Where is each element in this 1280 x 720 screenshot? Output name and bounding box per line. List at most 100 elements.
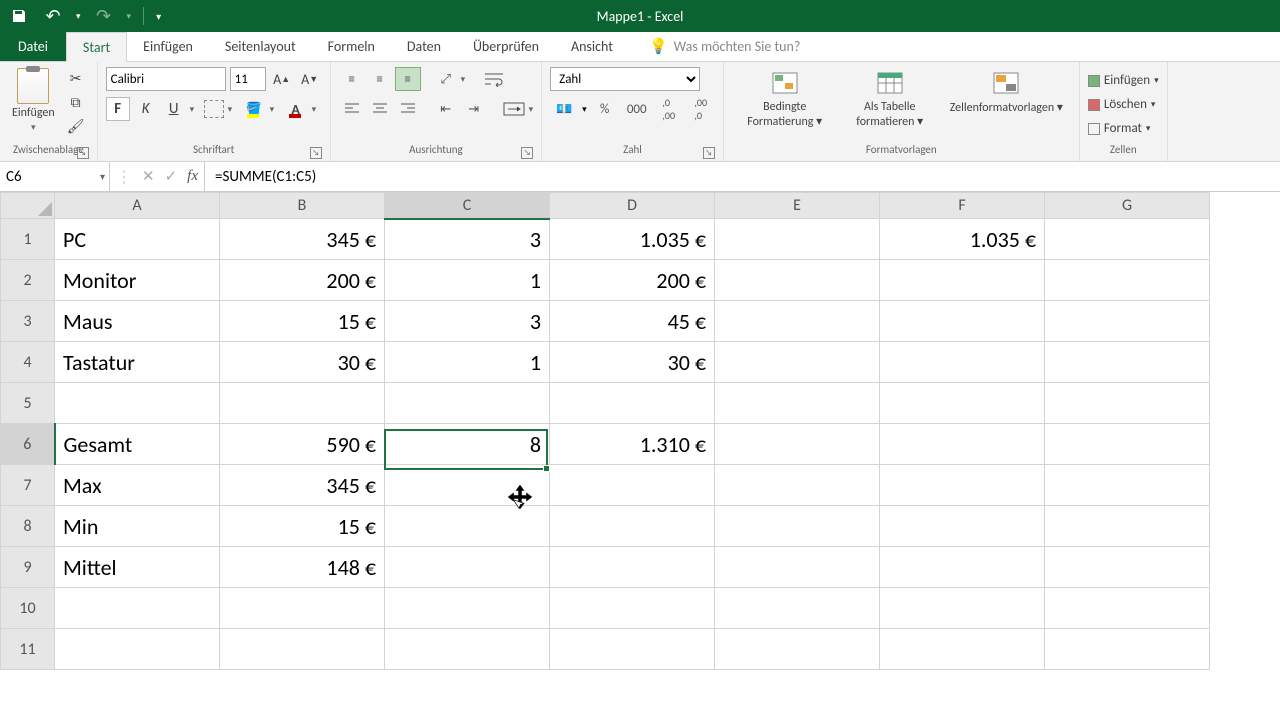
tab-start[interactable]: Start [66,32,127,62]
cell-C8[interactable] [385,506,550,547]
cell-A5[interactable] [55,383,220,424]
rowhead-10[interactable]: 10 [1,588,55,629]
cell-G1[interactable] [1045,219,1210,260]
cell-C4[interactable]: 1 [385,342,550,383]
align-middle-button[interactable]: ≡ [367,67,393,91]
cell-F5[interactable] [880,383,1045,424]
cell-B3[interactable]: 15 € [220,301,385,342]
font-name-select[interactable] [106,67,226,91]
copy-button[interactable]: ⧉ [65,92,87,112]
cell-B5[interactable] [220,383,385,424]
decrease-decimal-button[interactable]: ,00,0 [687,97,715,121]
rowhead-7[interactable]: 7 [1,465,55,506]
cell-A7[interactable]: Max [55,465,220,506]
cell-E1[interactable] [715,219,880,260]
colhead-C[interactable]: C [385,193,550,219]
rowhead-8[interactable]: 8 [1,506,55,547]
font-launcher[interactable]: ↘ [310,147,322,159]
percent-format-button[interactable]: % [591,97,619,121]
cell-D6[interactable]: 1.310 € [550,424,715,465]
cell-D8[interactable] [550,506,715,547]
increase-indent-button[interactable]: ⇥ [461,97,487,121]
rowhead-4[interactable]: 4 [1,342,55,383]
accept-formula-button[interactable]: ✓ [165,167,178,186]
cell-D2[interactable]: 200 € [550,260,715,301]
cell-G11[interactable] [1045,629,1210,670]
colhead-F[interactable]: F [880,193,1045,219]
border-button[interactable] [204,100,224,118]
cell-C1[interactable]: 3 [385,219,550,260]
cell-E11[interactable] [715,629,880,670]
align-bottom-button[interactable]: ≡ [395,67,421,91]
rowhead-1[interactable]: 1 [1,219,55,260]
cell-C6[interactable]: 8 [385,424,550,465]
cell-A8[interactable]: Min [55,506,220,547]
tell-me-search[interactable]: 💡 Was möchten Sie tun? [649,32,800,61]
tab-überprüfen[interactable]: Überprüfen [457,32,555,61]
name-box[interactable]: C6 ▾ [0,162,110,191]
cell-A6[interactable]: Gesamt [55,424,220,465]
cell-G9[interactable] [1045,547,1210,588]
grow-font-button[interactable]: A▲ [270,67,294,91]
merge-button[interactable] [501,97,527,121]
cell-B7[interactable]: 345 € [220,465,385,506]
wrap-text-button[interactable] [479,67,509,91]
colhead-B[interactable]: B [220,193,385,219]
italic-button[interactable]: K [134,97,158,121]
rowhead-11[interactable]: 11 [1,629,55,670]
align-center-button[interactable] [367,97,393,121]
fill-color-button[interactable]: 🪣 [242,97,266,121]
alignment-launcher[interactable]: ↘ [521,147,533,159]
cell-B1[interactable]: 345 € [220,219,385,260]
number-launcher[interactable]: ↘ [703,147,715,159]
cell-D3[interactable]: 45 € [550,301,715,342]
cell-D11[interactable] [550,629,715,670]
font-size-select[interactable] [230,67,266,91]
tab-formeln[interactable]: Formeln [312,32,391,61]
tab-file[interactable]: Datei [0,32,66,61]
conditional-formatting-button[interactable]: Bedingte Formatierung ▾ [732,66,838,143]
cell-A2[interactable]: Monitor [55,260,220,301]
format-cells-button[interactable]: Format▾ [1088,118,1159,140]
tab-einfügen[interactable]: Einfügen [127,32,209,61]
undo-button[interactable]: ↶ [42,5,64,27]
cell-C5[interactable] [385,383,550,424]
underline-button[interactable]: U [162,97,186,121]
format-as-table-button[interactable]: Als Tabelle formatieren ▾ [842,66,938,143]
delete-cells-button[interactable]: Löschen▾ [1088,94,1159,116]
cell-F10[interactable] [880,588,1045,629]
cell-B4[interactable]: 30 € [220,342,385,383]
cell-F8[interactable] [880,506,1045,547]
decrease-indent-button[interactable]: ⇤ [433,97,459,121]
cell-A1[interactable]: PC [55,219,220,260]
cell-E9[interactable] [715,547,880,588]
cell-E4[interactable] [715,342,880,383]
cell-A4[interactable]: Tastatur [55,342,220,383]
cell-G2[interactable] [1045,260,1210,301]
select-all-corner[interactable] [1,193,55,219]
cell-F4[interactable] [880,342,1045,383]
cut-button[interactable]: ✂ [65,68,87,88]
accounting-format-button[interactable]: 💶 [550,97,578,121]
cell-F1[interactable]: 1.035 € [880,219,1045,260]
cell-D9[interactable] [550,547,715,588]
cell-F6[interactable] [880,424,1045,465]
rowhead-6[interactable]: 6 [1,424,55,465]
paste-button[interactable]: Einfügen ▾ [8,66,59,143]
cell-C10[interactable] [385,588,550,629]
cell-G8[interactable] [1045,506,1210,547]
cell-B9[interactable]: 148 € [220,547,385,588]
cell-E5[interactable] [715,383,880,424]
cell-A9[interactable]: Mittel [55,547,220,588]
cell-G10[interactable] [1045,588,1210,629]
cell-C3[interactable]: 3 [385,301,550,342]
cell-C9[interactable] [385,547,550,588]
cell-D10[interactable] [550,588,715,629]
cell-E6[interactable] [715,424,880,465]
cell-D1[interactable]: 1.035 € [550,219,715,260]
align-left-button[interactable] [339,97,365,121]
cell-C11[interactable] [385,629,550,670]
align-right-button[interactable] [395,97,421,121]
cell-G6[interactable] [1045,424,1210,465]
formula-input[interactable]: =SUMME(C1:C5) [205,162,1280,191]
